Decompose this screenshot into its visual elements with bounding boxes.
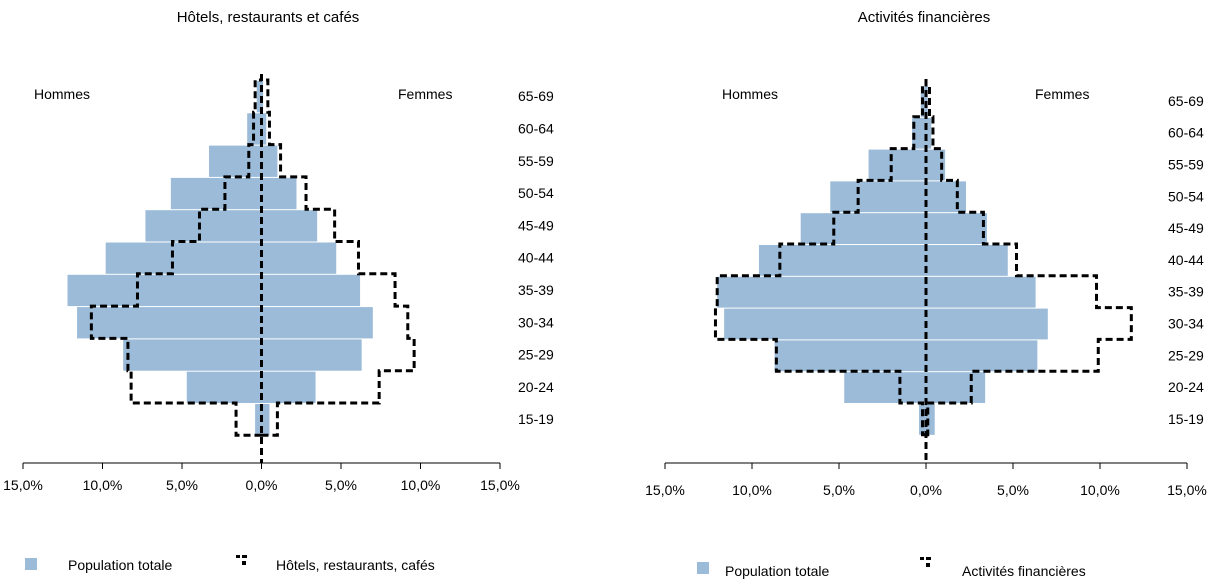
bar-men-25-29 xyxy=(123,339,261,370)
x-tick-label: 15,0% xyxy=(645,482,685,498)
bar-men-55-59 xyxy=(869,150,926,181)
bar-women-35-39 xyxy=(926,277,1036,308)
age-label-30-34: 30-34 xyxy=(518,314,554,330)
bar-women-25-29 xyxy=(262,339,362,370)
x-tick-label: 15,0% xyxy=(480,477,520,493)
chart-title-finance: Activités financières xyxy=(858,9,991,26)
x-tick-label: 5,0% xyxy=(325,477,357,493)
legend-label-hotels: Hôtels, restaurants, cafés xyxy=(276,557,435,573)
age-label-60-64: 60-64 xyxy=(518,120,554,136)
bar-men-35-39 xyxy=(68,275,262,306)
bar-men-20-24 xyxy=(187,372,262,403)
bar-men-15-19 xyxy=(919,404,926,435)
age-label-60-64: 60-64 xyxy=(1168,125,1204,141)
age-label-55-59: 55-59 xyxy=(1168,157,1204,173)
x-tick-label: 10,0% xyxy=(83,477,123,493)
age-label-25-29: 25-29 xyxy=(1168,347,1204,363)
legend-swatch-population xyxy=(697,562,709,574)
x-tick-label: 0,0% xyxy=(910,482,942,498)
age-label-55-59: 55-59 xyxy=(518,153,554,169)
legend-label-population: Population totale xyxy=(725,563,830,579)
bar-men-25-29 xyxy=(775,340,926,371)
age-label-35-39: 35-39 xyxy=(518,282,554,298)
age-label-40-44: 40-44 xyxy=(1168,252,1204,268)
legend-hotels: Population totale Hôtels, restaurants, c… xyxy=(25,555,435,573)
age-label-15-19: 15-19 xyxy=(1168,411,1204,427)
legend-finance: Population totale Activités financières xyxy=(697,557,1086,579)
bar-men-40-44 xyxy=(106,243,262,274)
legend-swatch-finance xyxy=(920,557,931,567)
age-label-15-19: 15-19 xyxy=(518,411,554,427)
bar-men-55-59 xyxy=(209,146,261,177)
age-label-20-24: 20-24 xyxy=(1168,379,1204,395)
bar-women-40-44 xyxy=(926,245,1008,276)
women-label-hotels: Femmes xyxy=(398,86,452,102)
bar-men-30-34 xyxy=(77,307,261,338)
bar-women-45-49 xyxy=(262,210,318,241)
bar-men-50-54 xyxy=(171,178,262,209)
x-tick-label: 0,0% xyxy=(246,477,278,493)
bar-women-30-34 xyxy=(262,307,373,338)
age-label-40-44: 40-44 xyxy=(518,250,554,266)
bar-women-20-24 xyxy=(262,372,316,403)
panel-hotels: Hôtels, restaurants et cafés Hommes Femm… xyxy=(3,9,554,573)
x-tick-label: 5,0% xyxy=(166,477,198,493)
chart-title-hotels: Hôtels, restaurants et cafés xyxy=(177,9,360,26)
panel-finance: Activités financières Hommes Femmes 15,0… xyxy=(645,9,1207,579)
bar-women-40-44 xyxy=(262,243,337,274)
legend-label-finance: Activités financières xyxy=(962,563,1086,579)
x-tick-label: 10,0% xyxy=(732,482,772,498)
x-tick-label: 10,0% xyxy=(401,477,441,493)
bar-women-35-39 xyxy=(262,275,361,306)
bar-women-50-54 xyxy=(926,181,966,212)
age-label-25-29: 25-29 xyxy=(518,347,554,363)
bar-men-50-54 xyxy=(830,181,926,212)
bar-women-30-34 xyxy=(926,309,1048,340)
plot-area-hotels: 15,0% 10,0% 5,0% 0,0% 5,0% 10,0% 15,0% 15-19 20-… xyxy=(3,74,554,493)
bar-men-30-34 xyxy=(724,309,926,340)
bar-women-25-29 xyxy=(926,340,1037,371)
x-tick-label: 5,0% xyxy=(823,482,855,498)
age-label-45-49: 45-49 xyxy=(518,217,554,233)
bar-men-40-44 xyxy=(759,245,926,276)
bar-men-20-24 xyxy=(844,372,926,403)
bar-men-45-49 xyxy=(801,213,926,244)
age-label-30-34: 30-34 xyxy=(1168,316,1204,332)
men-label-finance: Hommes xyxy=(722,86,778,102)
legend-swatch-population xyxy=(25,558,37,570)
legend-swatch-hotels xyxy=(236,555,247,565)
men-label-hotels: Hommes xyxy=(34,86,90,102)
bar-women-45-49 xyxy=(926,213,987,244)
x-tick-label: 10,0% xyxy=(1080,482,1120,498)
age-label-20-24: 20-24 xyxy=(518,379,554,395)
bar-men-35-39 xyxy=(717,277,926,308)
age-label-50-54: 50-54 xyxy=(1168,188,1204,204)
women-label-finance: Femmes xyxy=(1035,86,1089,102)
plot-area-finance: 15,0% 10,0% 5,0% 0,0% 5,0% 10,0% 15,0% 15-19 20-… xyxy=(645,79,1207,498)
x-tick-label: 15,0% xyxy=(3,477,43,493)
age-label-45-49: 45-49 xyxy=(1168,220,1204,236)
bar-women-60-64 xyxy=(262,113,267,144)
x-tick-label: 15,0% xyxy=(1167,482,1207,498)
bar-men-45-49 xyxy=(145,210,261,241)
bar-women-50-54 xyxy=(262,178,297,209)
legend-label-population: Population totale xyxy=(68,557,173,573)
x-tick-label: 5,0% xyxy=(997,482,1029,498)
age-label-65-69: 65-69 xyxy=(1168,93,1204,109)
age-label-35-39: 35-39 xyxy=(1168,284,1204,300)
bar-women-20-24 xyxy=(926,372,985,403)
age-label-65-69: 65-69 xyxy=(518,88,554,104)
age-label-50-54: 50-54 xyxy=(518,185,554,201)
bar-women-55-59 xyxy=(262,146,278,177)
bar-women-60-64 xyxy=(926,118,931,149)
